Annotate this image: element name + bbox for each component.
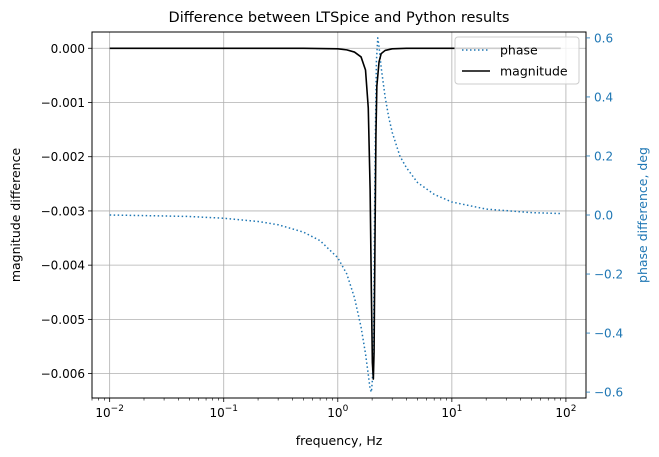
grid — [92, 32, 586, 398]
y-right-tick-label: −0.6 — [594, 386, 623, 400]
y-right-tick-label: 0.0 — [594, 209, 613, 223]
series-line-phase — [109, 37, 561, 393]
x-tick-label: 101 — [441, 404, 462, 420]
legend-magnitude-label: magnitude — [500, 64, 568, 79]
y-right-axis: 0.6 0.4 0.2 0.0 −0.2 −0.4 −0.6 — [586, 31, 623, 400]
x-tick-label: 10−2 — [95, 404, 124, 420]
series-layer — [109, 37, 561, 393]
y-right-tick-label: 0.2 — [594, 149, 613, 163]
y-right-tick-label: 0.4 — [594, 90, 613, 104]
y-left-tick-label: 0.000 — [51, 42, 85, 56]
y-right-tick-label: −0.2 — [594, 268, 623, 282]
series-line-magnitude — [109, 47, 561, 380]
legend-phase-label: phase — [500, 43, 538, 58]
y-left-tick-label: −0.001 — [41, 96, 85, 110]
y-left-axis: 0.000 −0.001 −0.002 −0.003 −0.004 −0.005 −0.00… — [41, 42, 92, 381]
y-right-axis-label: phase difference, deg — [635, 147, 650, 283]
x-axis: 10−2 10−1 100 101 102 — [91, 398, 576, 420]
x-axis-label: frequency, Hz — [296, 433, 383, 448]
y-left-tick-label: −0.006 — [41, 367, 85, 381]
chart-title: Difference between LTSpice and Python re… — [169, 10, 510, 26]
legend: phase magnitude — [454, 36, 580, 85]
legend-box — [454, 36, 580, 85]
x-tick-label: 10−1 — [209, 404, 238, 420]
x-tick-label: 102 — [555, 404, 576, 420]
y-left-tick-label: −0.005 — [41, 313, 85, 327]
y-left-tick-label: −0.003 — [41, 204, 85, 218]
y-left-tick-label: −0.004 — [41, 259, 85, 273]
y-left-axis-label: magnitude difference — [8, 148, 23, 283]
y-right-tick-label: 0.6 — [594, 31, 613, 45]
plot-frame — [91, 31, 587, 399]
y-right-tick-label: −0.4 — [594, 327, 623, 341]
y-left-tick-label: −0.002 — [41, 150, 85, 164]
x-tick-label: 100 — [327, 404, 348, 420]
